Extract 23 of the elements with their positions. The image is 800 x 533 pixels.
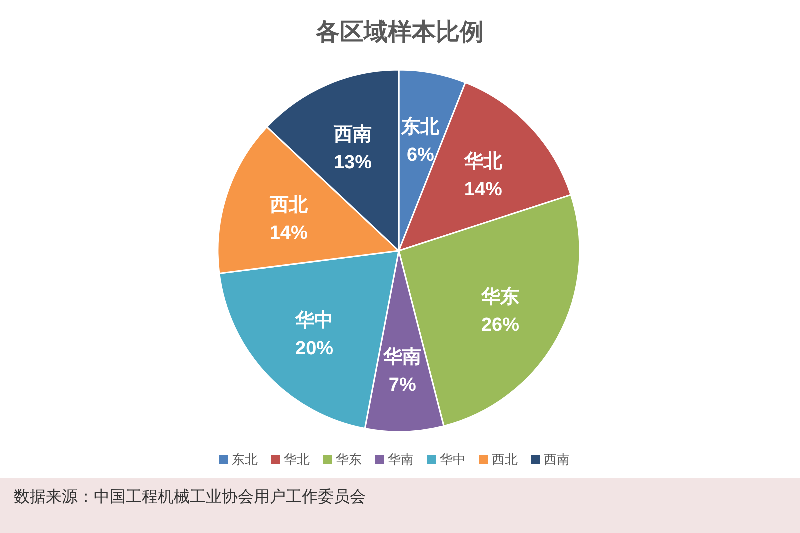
data-label: 14% <box>464 180 503 201</box>
slice-label: 华中 <box>294 309 334 332</box>
legend-label: 西北 <box>492 452 518 467</box>
slice-label: 西南 <box>332 124 372 146</box>
slice-label: 华南 <box>382 346 422 368</box>
legend-label: 华北 <box>284 452 310 467</box>
data-label: 14% <box>270 223 308 244</box>
slice-label: 华东 <box>480 286 520 308</box>
legend-label: 华中 <box>440 452 466 467</box>
legend-label: 华东 <box>336 452 362 467</box>
chart-title: 各区域样本比例 <box>315 19 484 46</box>
legend-label: 华南 <box>388 452 414 467</box>
slice-label: 东北 <box>400 116 441 138</box>
source-note: 数据来源：中国工程机械工业协会用户工作委员会 <box>14 488 366 506</box>
data-label: 7% <box>388 374 416 396</box>
data-label: 6% <box>406 145 435 166</box>
slice-label: 西北 <box>268 194 309 216</box>
data-label: 13% <box>334 152 372 174</box>
data-label: 20% <box>296 338 334 360</box>
legend-label: 西南 <box>544 452 570 467</box>
legend-label: 东北 <box>232 452 258 467</box>
slice-label: 华北 <box>463 150 504 173</box>
data-label: 26% <box>481 314 520 336</box>
